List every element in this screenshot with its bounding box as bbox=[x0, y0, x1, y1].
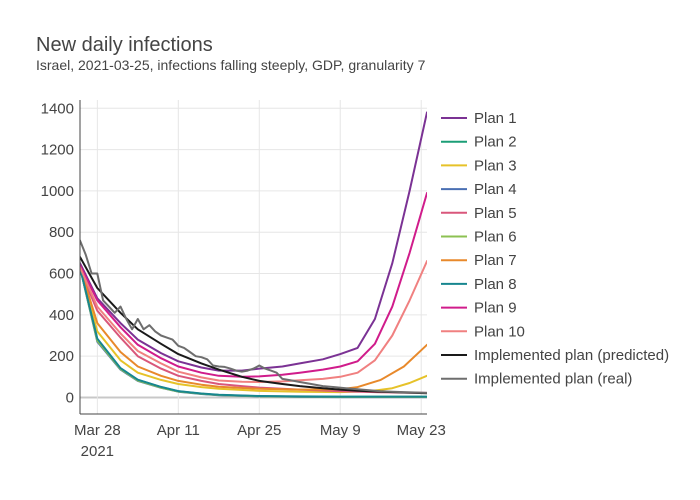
y-tick-label: 600 bbox=[49, 266, 74, 283]
legend-item[interactable]: Plan 9 bbox=[441, 300, 517, 317]
legend-label: Plan 6 bbox=[474, 229, 517, 246]
legend-item[interactable]: Implemented plan (real) bbox=[441, 371, 632, 388]
chart-title: New daily infections bbox=[36, 34, 213, 56]
legend-item[interactable]: Plan 2 bbox=[441, 134, 517, 151]
legend-item[interactable]: Plan 3 bbox=[441, 157, 517, 174]
series-line-1 bbox=[80, 111, 427, 372]
series-line-5 bbox=[80, 268, 427, 394]
legend: Plan 1 Plan 2 Plan 3 Plan 4 Plan 5 Plan 6 Plan… bbox=[441, 110, 669, 388]
legend-item[interactable]: Plan 10 bbox=[441, 323, 525, 340]
series-line-9 bbox=[80, 192, 427, 378]
x-tick-label: Apr 11 bbox=[157, 422, 200, 439]
legend-label: Plan 1 bbox=[474, 110, 517, 127]
legend-item[interactable]: Plan 8 bbox=[441, 276, 517, 293]
series-line-10 bbox=[80, 260, 427, 383]
series-line-12 bbox=[80, 239, 427, 394]
legend-label: Plan 4 bbox=[474, 181, 517, 198]
y-tick-label: 800 bbox=[49, 224, 74, 241]
legend-item[interactable]: Plan 5 bbox=[441, 205, 517, 222]
x-tick-sublabel: 2021 bbox=[81, 443, 114, 460]
legend-label: Plan 3 bbox=[474, 157, 517, 174]
series-line-7 bbox=[80, 266, 427, 391]
legend-label: Plan 2 bbox=[474, 134, 517, 151]
y-tick-label: 1400 bbox=[41, 100, 74, 117]
legend-label: Plan 8 bbox=[474, 276, 517, 293]
legend-label: Plan 7 bbox=[474, 252, 517, 269]
y-tick-label: 1000 bbox=[41, 183, 74, 200]
legend-item[interactable]: Plan 4 bbox=[441, 181, 517, 198]
series-line-11 bbox=[80, 256, 427, 395]
series-lines bbox=[80, 111, 427, 399]
legend-label: Plan 9 bbox=[474, 300, 517, 317]
chart-subtitle: Israel, 2021-03-25, infections falling s… bbox=[36, 57, 426, 73]
legend-item[interactable]: Plan 7 bbox=[441, 252, 517, 269]
legend-label: Plan 10 bbox=[474, 323, 525, 340]
y-tick-label: 0 bbox=[66, 389, 74, 406]
legend-label: Implemented plan (real) bbox=[474, 371, 632, 388]
legend-label: Plan 5 bbox=[474, 205, 517, 222]
legend-label: Implemented plan (predicted) bbox=[474, 347, 669, 364]
legend-item[interactable]: Plan 1 bbox=[441, 110, 517, 127]
legend-item[interactable]: Plan 6 bbox=[441, 229, 517, 246]
x-tick-label: May 23 bbox=[397, 422, 446, 439]
axes: 0 200 400 600 800 1000 1200 1400 Mar 28 2021 Apr 1… bbox=[41, 100, 446, 460]
x-tick-label: Mar 28 bbox=[74, 422, 121, 439]
grid bbox=[80, 100, 427, 414]
series-line-3 bbox=[80, 266, 427, 394]
x-tick-label: Apr 25 bbox=[237, 422, 281, 439]
y-tick-label: 200 bbox=[49, 348, 74, 365]
y-tick-label: 1200 bbox=[41, 142, 74, 159]
y-tick-label: 400 bbox=[49, 307, 74, 324]
series-line-8 bbox=[80, 266, 427, 398]
x-tick-label: May 9 bbox=[320, 422, 361, 439]
legend-item[interactable]: Implemented plan (predicted) bbox=[441, 347, 669, 364]
